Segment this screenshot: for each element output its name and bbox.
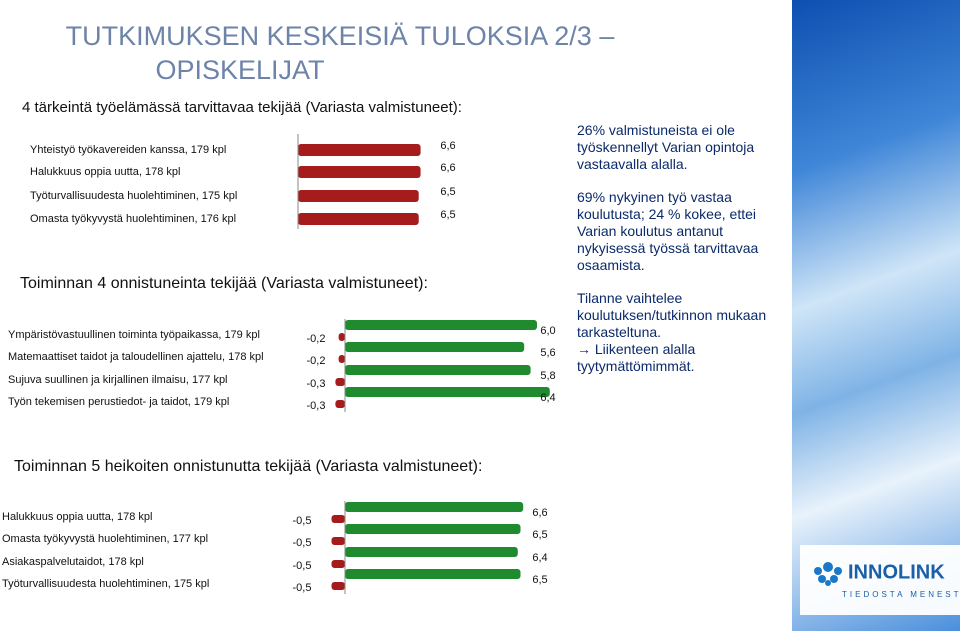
category-label: Yhteistyö työkavereiden kanssa, 179 kpl [30,144,226,156]
charts: TUTKIMUKSEN KESKEISIÄ TULOKSIA 2/3 – OPI… [2,21,615,594]
value-label: 6,0 [540,325,555,337]
bar [345,547,518,557]
category-label: Asiakaspalvelutaidot, 178 kpl [2,556,144,568]
logo-tagline: TIEDOSTA MENESTYS [842,590,960,599]
category-label: Työturvallisuudesta huolehtiminen, 175 k… [2,578,209,590]
value-label: 5,8 [540,370,555,382]
bar [335,378,345,386]
logo-graphic: INNOLINK TIEDOSTA MENESTYS [814,561,960,599]
note: 69% nykyinen työ vastaa koulutusta; 24 %… [577,189,759,273]
value-label: -0,5 [293,515,312,527]
value-label: -0,5 [293,537,312,549]
bar [345,502,524,512]
logo: INNOLINK TIEDOSTA MENESTYS [800,545,960,615]
bar [298,144,421,156]
bar [298,166,421,178]
value-label: -0,5 [293,582,312,594]
bar [298,213,419,225]
value-label: 6,4 [532,552,547,564]
value-label: -0,2 [307,333,326,345]
chart-heading: 4 tärkeintä työelämässä tarvittavaa teki… [22,99,462,116]
chart-heading: Toiminnan 4 onnistuneinta tekijää (Varia… [20,275,428,292]
bar [335,400,345,408]
value-label: 6,6 [440,162,455,174]
category-label: Omasta työkyvystä huolehtiminen, 177 kpl [2,533,208,545]
bar [331,582,345,590]
value-label: -0,2 [307,355,326,367]
sky-image [792,0,960,631]
value-label: 6,6 [532,507,547,519]
category-label: Työn tekemisen perustiedot- ja taidot, 1… [8,396,229,408]
logo-name: INNOLINK [848,561,945,583]
title: OPISKELIJAT [155,55,324,85]
note: → Liikenteen alalla tyytymättömimmät. [577,341,696,374]
category-label: Halukkuus oppia uutta, 178 kpl [2,511,152,523]
bar [331,560,345,568]
bar [345,320,537,330]
value-label: 6,5 [532,529,547,541]
value-label: 6,6 [440,140,455,152]
bar [338,333,345,341]
notes: 26% valmistuneista ei ole työskennellyt … [577,122,787,391]
chart-heading: Toiminnan 5 heikoiten onnistunutta tekij… [14,458,482,475]
category-label: Työturvallisuudesta huolehtiminen, 175 k… [30,190,237,202]
note: 26% valmistuneista ei ole työskennellyt … [577,122,755,172]
bar [345,365,531,375]
category-label: Sujuva suullinen ja kirjallinen ilmaisu,… [8,374,228,386]
value-label: 6,5 [532,574,547,586]
value-label: 6,5 [440,186,455,198]
bar [345,524,521,534]
title: TUTKIMUKSEN KESKEISIÄ TULOKSIA 2/3 – [66,21,615,51]
bar [331,537,345,545]
bar [331,515,345,523]
value-label: 5,6 [540,347,555,359]
category-label: Matemaattiset taidot ja taloudellinen aj… [8,351,264,363]
bar [345,569,521,579]
category-label: Halukkuus oppia uutta, 178 kpl [30,166,180,178]
bar [345,387,550,397]
bar [298,190,419,202]
value-label: -0,3 [307,378,326,390]
bar [345,342,525,352]
note: Tilanne vaihtelee koulutuksen/tutkinnon … [577,290,767,340]
value-label: 6,4 [540,392,555,404]
category-label: Ympäristövastuullinen toiminta työpaikas… [8,329,260,341]
value-label: -0,3 [307,400,326,412]
value-label: 6,5 [440,209,455,221]
category-label: Omasta työkyvystä huolehtiminen, 176 kpl [30,213,236,225]
value-label: -0,5 [293,560,312,572]
bar [338,355,345,363]
